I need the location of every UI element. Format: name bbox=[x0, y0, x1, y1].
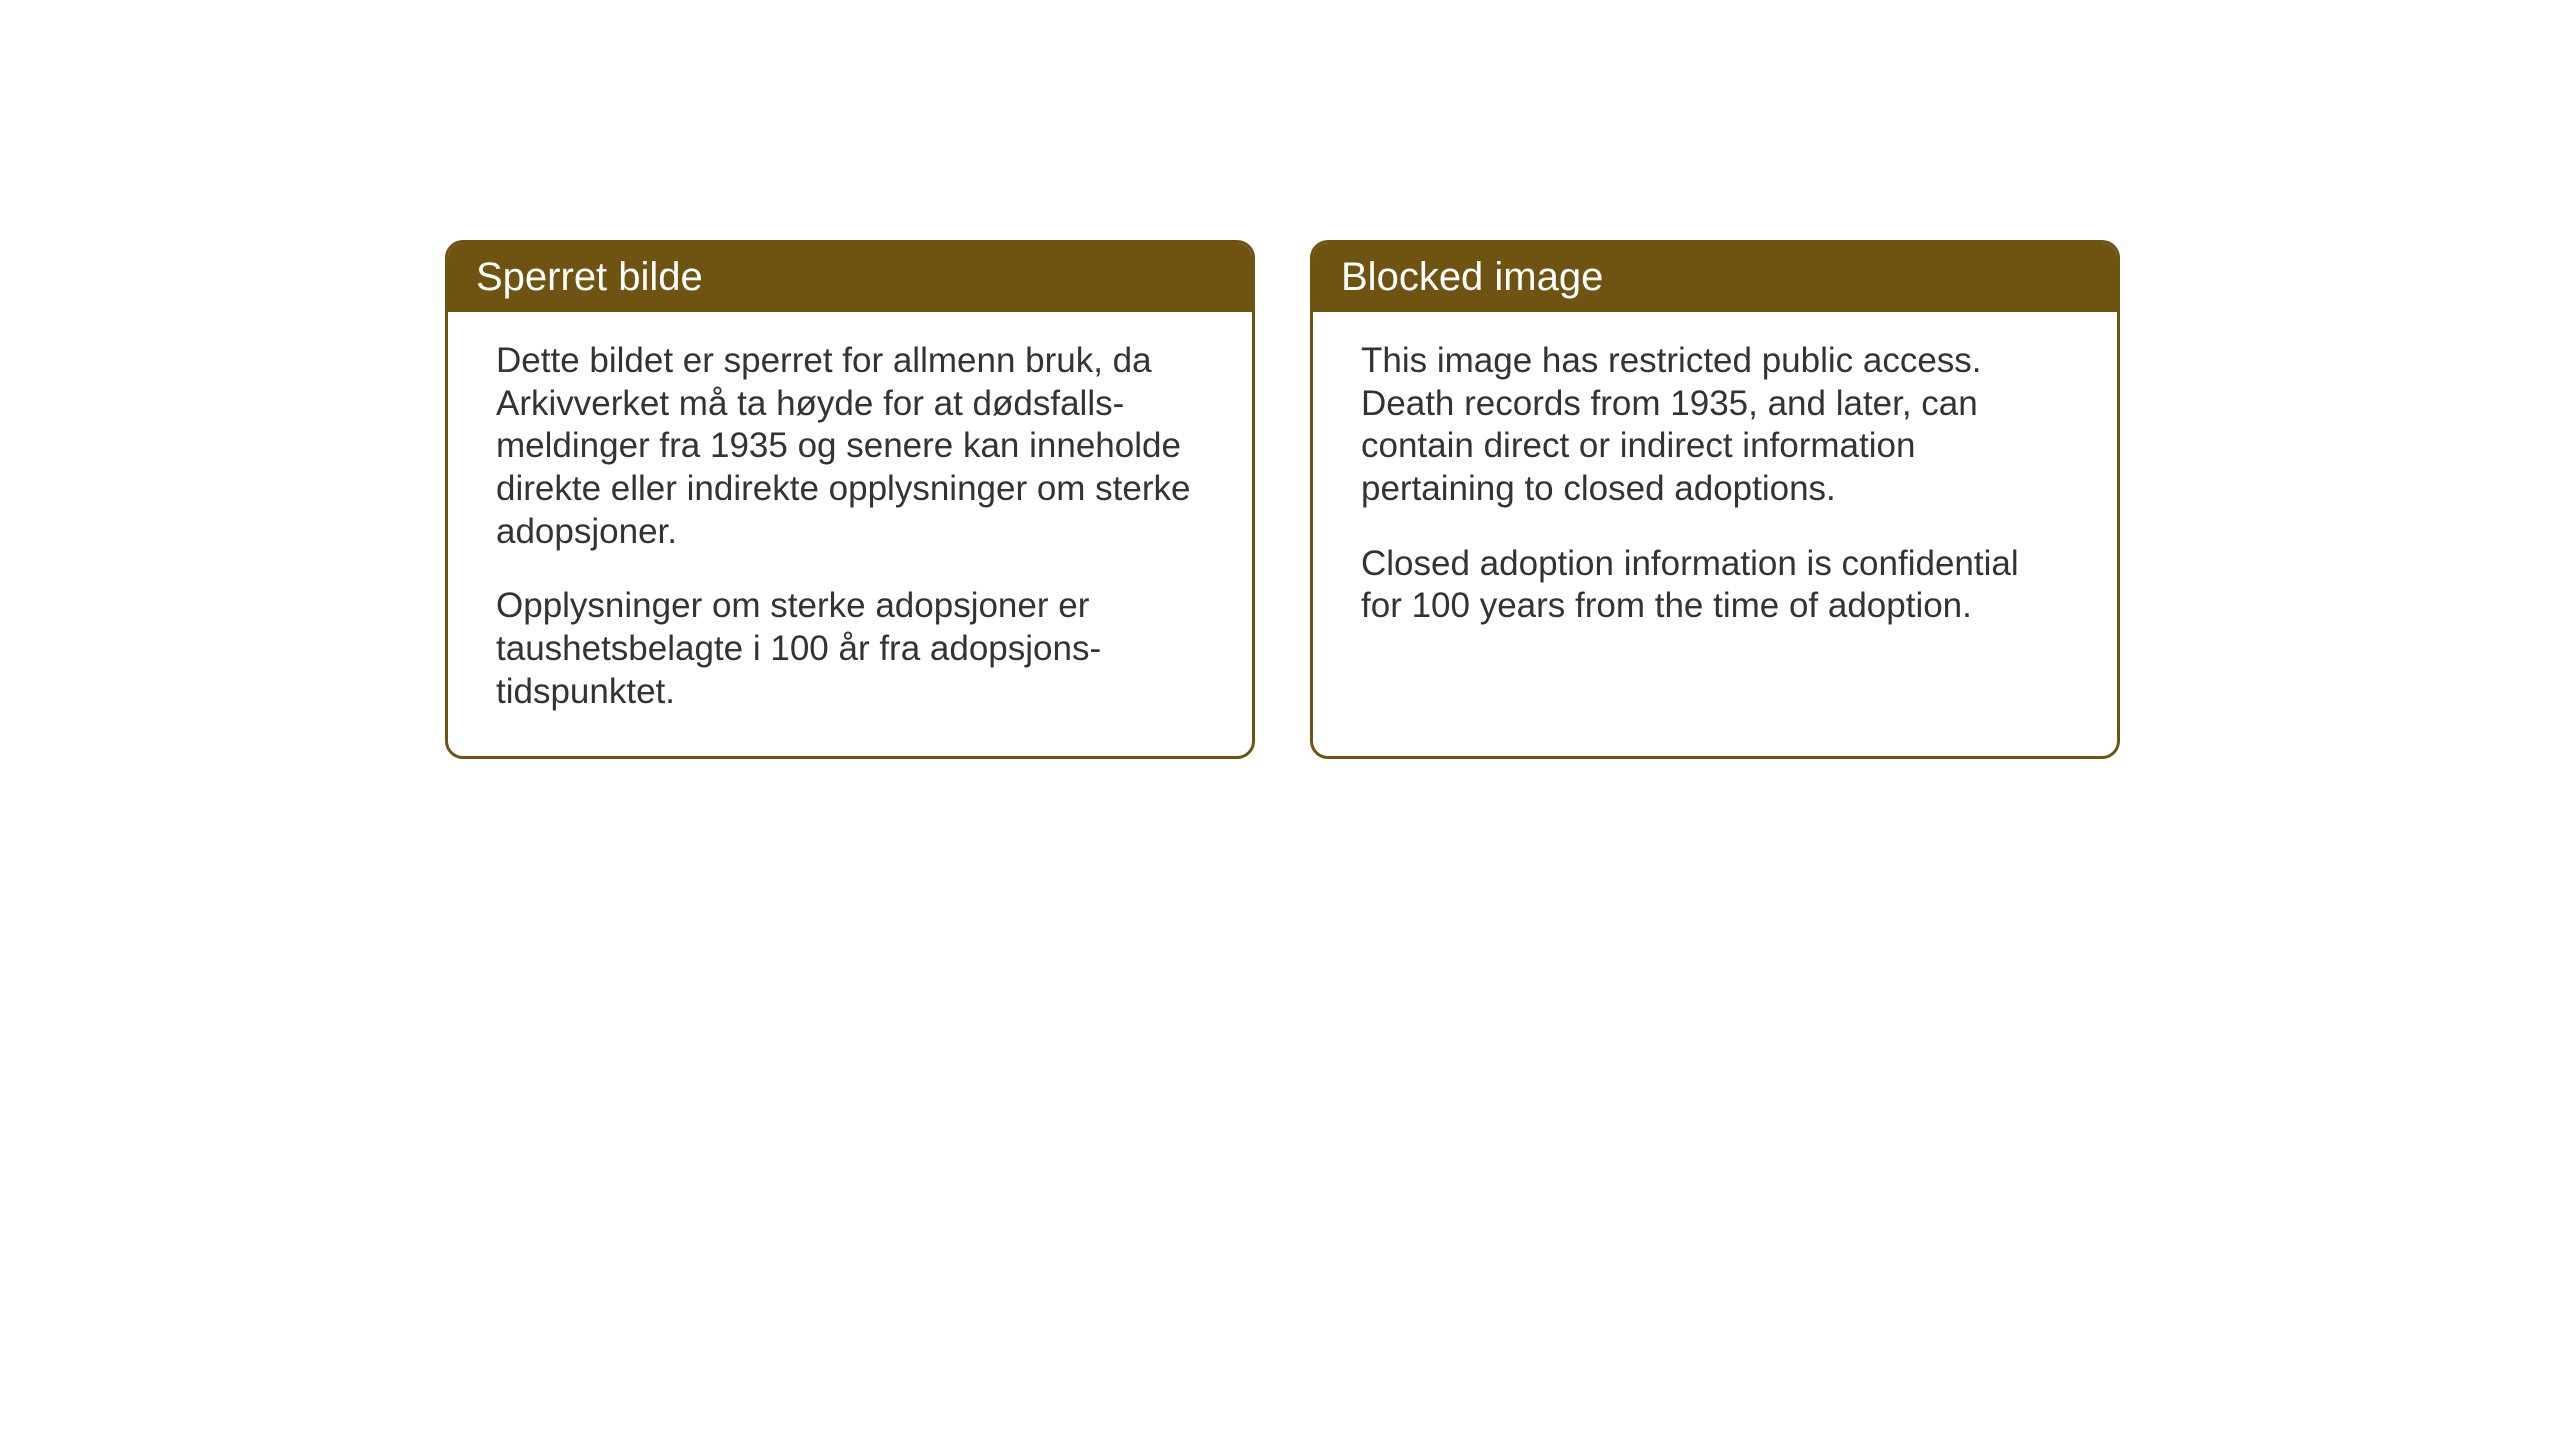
card-title-english: Blocked image bbox=[1341, 255, 1603, 299]
card-header-norwegian: Sperret bilde bbox=[448, 243, 1252, 312]
paragraph-english-2: Closed adoption information is confident… bbox=[1361, 543, 2069, 628]
card-title-norwegian: Sperret bilde bbox=[476, 255, 703, 299]
paragraph-english-1: This image has restricted public access.… bbox=[1361, 340, 2069, 511]
notice-container: Sperret bilde Dette bildet er sperret fo… bbox=[445, 240, 2120, 759]
card-body-norwegian: Dette bildet er sperret for allmenn bruk… bbox=[448, 312, 1252, 756]
card-body-english: This image has restricted public access.… bbox=[1313, 312, 2117, 670]
card-header-english: Blocked image bbox=[1313, 243, 2117, 312]
paragraph-norwegian-2: Opplysninger om sterke adopsjoner er tau… bbox=[496, 585, 1204, 713]
card-english: Blocked image This image has restricted … bbox=[1310, 240, 2120, 759]
card-norwegian: Sperret bilde Dette bildet er sperret fo… bbox=[445, 240, 1255, 759]
paragraph-norwegian-1: Dette bildet er sperret for allmenn bruk… bbox=[496, 340, 1204, 553]
